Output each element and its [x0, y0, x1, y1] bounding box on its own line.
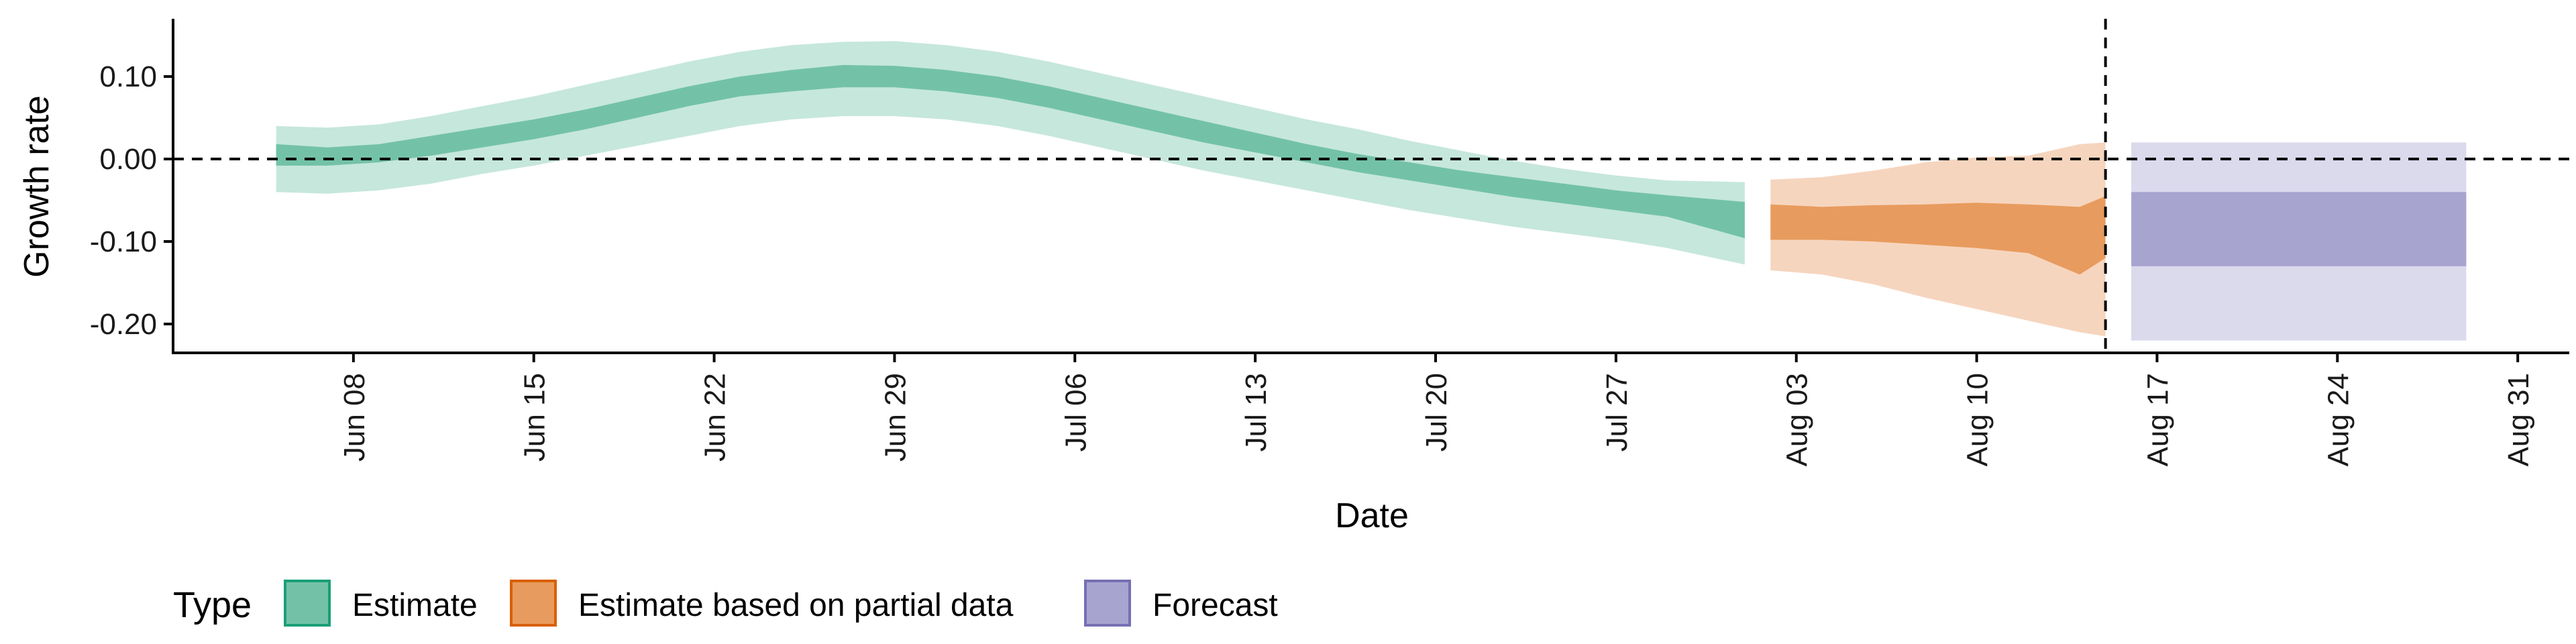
legend-swatch-partial: [510, 580, 557, 627]
x-tick-label: Aug 10: [1962, 373, 1994, 466]
x-ticks: Jun 08 Jun 15 Jun 22 Jun 29 Jul 06 Jul 13 Jul …: [338, 353, 2535, 466]
x-tick-label: Jul 20: [1420, 373, 1453, 451]
x-tick-label: Jul 13: [1240, 373, 1273, 451]
legend-label-partial: Estimate based on partial data: [578, 588, 1014, 623]
legend-label-forecast: Forecast: [1152, 588, 1278, 623]
x-tick-label: Jun 08: [338, 373, 371, 462]
x-tick-label: Jun 15: [519, 373, 551, 462]
y-tick-label: -0.20: [90, 308, 157, 341]
band-50-estimate-based-on-partial-data: [1770, 196, 2106, 275]
axes: [172, 19, 2569, 354]
band-50-estimate: [276, 64, 1745, 239]
y-tick-label: 0.00: [99, 143, 157, 176]
legend-swatch-forecast: [1084, 580, 1131, 627]
x-tick-label: Aug 17: [2142, 373, 2175, 466]
x-axis-title: Date: [1335, 496, 1409, 535]
x-tick-label: Jul 27: [1601, 373, 1633, 451]
x-tick-label: Aug 24: [2322, 373, 2355, 466]
uncertainty-bands: [276, 41, 2467, 341]
band-50-forecast: [2131, 192, 2467, 266]
legend-swatch-estimate: [284, 580, 331, 627]
x-tick-label: Aug 03: [1781, 373, 1814, 466]
x-tick-label: Jun 22: [699, 373, 732, 462]
y-tick-label: 0.10: [99, 60, 157, 93]
reference-lines: [173, 19, 2569, 353]
y-ticks: 0.10 0.00 -0.10 -0.20: [90, 60, 173, 341]
y-tick-label: -0.10: [90, 225, 157, 258]
x-tick-label: Aug 31: [2502, 373, 2535, 466]
legend-label-estimate: Estimate: [352, 588, 478, 623]
x-tick-label: Jul 06: [1059, 373, 1092, 451]
x-tick-label: Jun 29: [879, 373, 912, 462]
y-axis-title: Growth rate: [17, 95, 56, 278]
band-90-estimate: [276, 41, 1745, 265]
legend-title: Type: [173, 585, 252, 625]
legend: Type Estimate Estimate based on partial …: [173, 580, 1278, 627]
